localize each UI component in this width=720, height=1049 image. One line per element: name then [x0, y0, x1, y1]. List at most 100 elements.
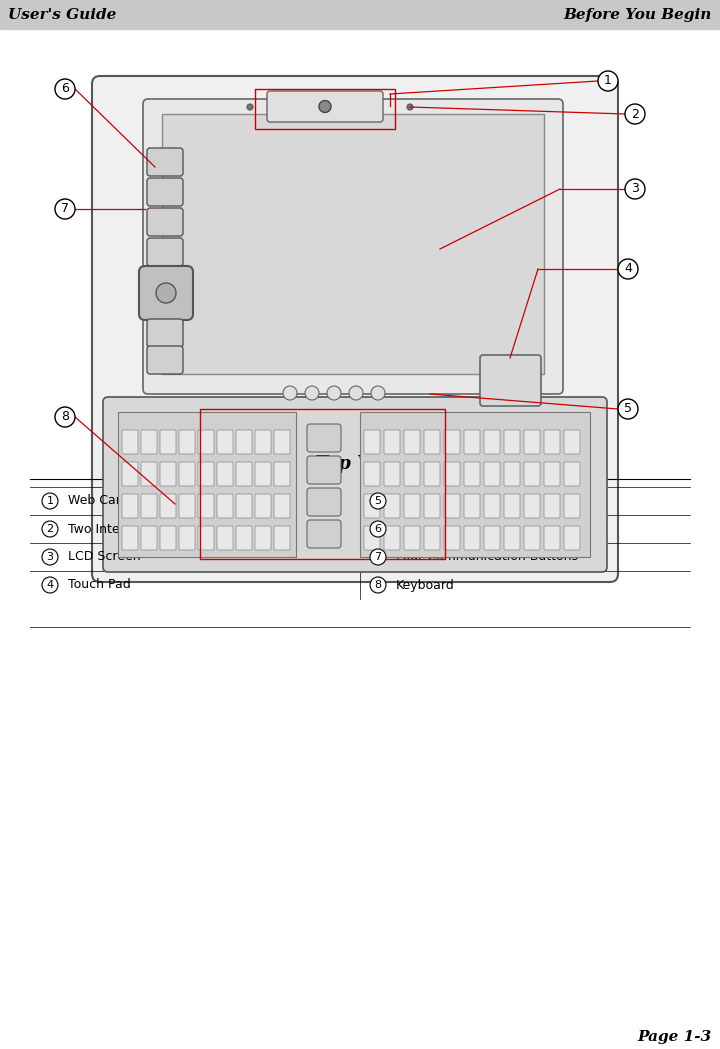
Circle shape [618, 399, 638, 419]
Text: 8: 8 [374, 580, 382, 590]
Circle shape [618, 259, 638, 279]
FancyBboxPatch shape [404, 526, 420, 550]
FancyBboxPatch shape [179, 462, 195, 486]
Bar [255, 89, 395, 129]
FancyBboxPatch shape [504, 462, 520, 486]
FancyBboxPatch shape [307, 424, 341, 452]
FancyBboxPatch shape [141, 494, 157, 518]
FancyBboxPatch shape [504, 430, 520, 454]
FancyBboxPatch shape [484, 526, 500, 550]
FancyBboxPatch shape [484, 430, 500, 454]
FancyBboxPatch shape [147, 178, 183, 206]
Text: 2: 2 [46, 524, 53, 534]
FancyBboxPatch shape [147, 319, 183, 347]
Text: LCD Screen: LCD Screen [68, 551, 140, 563]
Circle shape [327, 386, 341, 400]
FancyBboxPatch shape [544, 430, 560, 454]
FancyBboxPatch shape [267, 91, 383, 122]
Text: 6: 6 [374, 524, 382, 534]
Bar [118, 412, 296, 557]
FancyBboxPatch shape [179, 526, 195, 550]
FancyBboxPatch shape [198, 494, 214, 518]
FancyBboxPatch shape [464, 526, 480, 550]
Circle shape [305, 386, 319, 400]
FancyBboxPatch shape [444, 526, 460, 550]
FancyBboxPatch shape [384, 430, 400, 454]
Text: 2: 2 [631, 107, 639, 121]
FancyBboxPatch shape [92, 76, 618, 582]
FancyBboxPatch shape [464, 430, 480, 454]
Text: Five System LEDs: Five System LEDs [396, 494, 506, 508]
FancyBboxPatch shape [307, 456, 341, 484]
Bar [200, 409, 445, 559]
FancyBboxPatch shape [307, 488, 341, 516]
FancyBboxPatch shape [274, 430, 290, 454]
FancyBboxPatch shape [236, 526, 252, 550]
FancyBboxPatch shape [139, 266, 193, 320]
FancyBboxPatch shape [564, 462, 580, 486]
Text: 1: 1 [604, 74, 612, 87]
Circle shape [370, 521, 386, 537]
Circle shape [598, 71, 618, 91]
FancyBboxPatch shape [147, 238, 183, 266]
FancyBboxPatch shape [424, 494, 440, 518]
Text: 1: 1 [47, 496, 53, 506]
Text: 5: 5 [374, 496, 382, 506]
FancyBboxPatch shape [384, 494, 400, 518]
FancyBboxPatch shape [524, 526, 540, 550]
Text: Six System Buttons: Six System Buttons [396, 522, 518, 535]
FancyBboxPatch shape [404, 462, 420, 486]
FancyBboxPatch shape [141, 462, 157, 486]
FancyBboxPatch shape [564, 430, 580, 454]
Text: Before You Begin: Before You Begin [564, 8, 712, 22]
FancyBboxPatch shape [444, 494, 460, 518]
FancyBboxPatch shape [384, 526, 400, 550]
FancyBboxPatch shape [480, 355, 541, 406]
Bar [0, 0, 720, 29]
Circle shape [55, 199, 75, 219]
FancyBboxPatch shape [147, 346, 183, 374]
FancyBboxPatch shape [255, 430, 271, 454]
Text: 3: 3 [47, 552, 53, 562]
Circle shape [55, 79, 75, 99]
Circle shape [42, 549, 58, 565]
FancyBboxPatch shape [274, 462, 290, 486]
FancyBboxPatch shape [122, 494, 138, 518]
FancyBboxPatch shape [564, 526, 580, 550]
FancyBboxPatch shape [424, 526, 440, 550]
FancyBboxPatch shape [141, 526, 157, 550]
FancyBboxPatch shape [364, 462, 380, 486]
FancyBboxPatch shape [424, 462, 440, 486]
FancyBboxPatch shape [160, 526, 176, 550]
FancyBboxPatch shape [179, 430, 195, 454]
Circle shape [42, 521, 58, 537]
FancyBboxPatch shape [274, 526, 290, 550]
Circle shape [370, 493, 386, 509]
Circle shape [247, 104, 253, 110]
FancyBboxPatch shape [307, 520, 341, 548]
Text: 7: 7 [374, 552, 382, 562]
FancyBboxPatch shape [364, 494, 380, 518]
FancyBboxPatch shape [255, 494, 271, 518]
FancyBboxPatch shape [160, 494, 176, 518]
Text: Two Internal Microphones: Two Internal Microphones [68, 522, 227, 535]
FancyBboxPatch shape [255, 462, 271, 486]
Text: Keyboard: Keyboard [396, 578, 455, 592]
FancyBboxPatch shape [544, 462, 560, 486]
Text: 8: 8 [61, 410, 69, 424]
Circle shape [42, 577, 58, 593]
Text: 7: 7 [61, 202, 69, 215]
FancyBboxPatch shape [364, 430, 380, 454]
FancyBboxPatch shape [236, 462, 252, 486]
Text: Touch Pad: Touch Pad [68, 578, 131, 592]
FancyBboxPatch shape [504, 526, 520, 550]
Circle shape [625, 104, 645, 124]
FancyBboxPatch shape [217, 494, 233, 518]
FancyBboxPatch shape [141, 430, 157, 454]
FancyBboxPatch shape [255, 526, 271, 550]
Text: 3: 3 [631, 183, 639, 195]
Text: 5: 5 [624, 403, 632, 415]
FancyBboxPatch shape [179, 494, 195, 518]
FancyBboxPatch shape [384, 462, 400, 486]
FancyBboxPatch shape [484, 494, 500, 518]
